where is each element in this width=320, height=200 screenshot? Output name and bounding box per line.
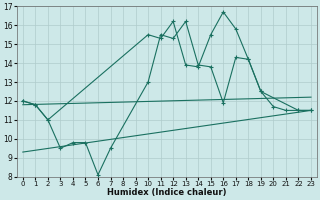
X-axis label: Humidex (Indice chaleur): Humidex (Indice chaleur) <box>107 188 227 197</box>
